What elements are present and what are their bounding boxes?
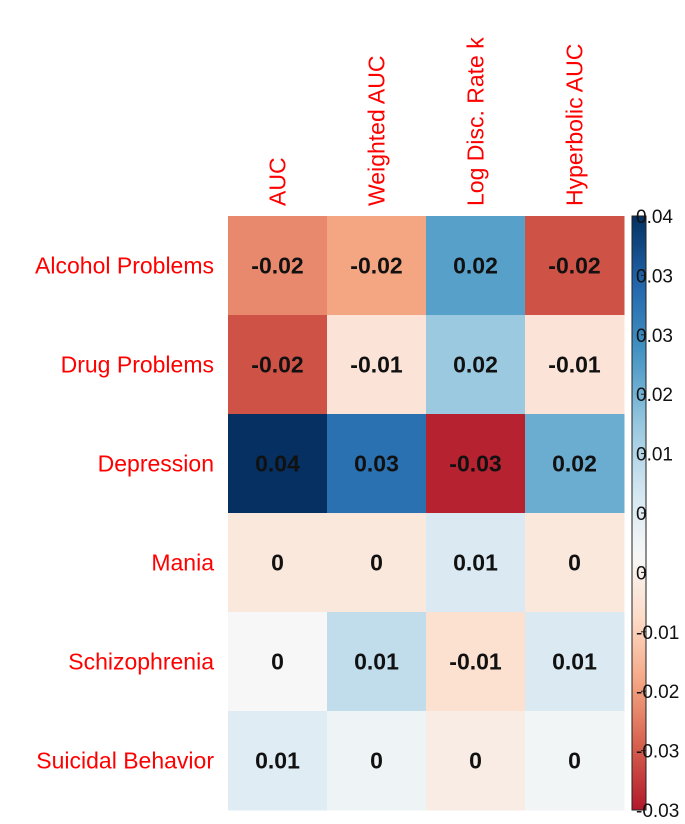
- heatmap-cell: [525, 513, 625, 613]
- colorbar-tick-label: 0: [636, 563, 647, 584]
- heatmap-cell: [426, 315, 526, 415]
- cell-value-label: -0.02: [548, 253, 600, 279]
- colorbar: 0.04 0.03 0.03 0.02 0.01 0 0 -0.01 -0.02 -0.03 -0.…: [631, 207, 679, 822]
- cell-value-label: -0.02: [350, 253, 402, 279]
- heatmap-cell: [327, 315, 427, 415]
- colorbar-tick-label: 0.03: [636, 266, 673, 287]
- cell-value-label: 0.04: [255, 451, 300, 477]
- heatmap-cell: [327, 513, 427, 613]
- cell-value-label: 0: [469, 748, 482, 774]
- cell-value-label: 0.02: [552, 451, 597, 477]
- column-label: Log Disc. Rate k: [463, 37, 489, 206]
- row-label: Depression: [98, 451, 214, 477]
- heatmap-cell: [327, 612, 427, 712]
- cell-value-label: 0.01: [453, 550, 498, 576]
- heatmap-cell: [525, 414, 625, 514]
- colorbar-tick-label: -0.03: [636, 801, 679, 822]
- heatmap-cell: [228, 315, 328, 415]
- heatmap-cell: [228, 612, 328, 712]
- cell-value-label: 0.03: [354, 451, 399, 477]
- column-label: AUC: [265, 157, 291, 206]
- cell-value-label: 0: [568, 550, 581, 576]
- cell-value-label: -0.02: [251, 352, 303, 378]
- heatmap-cell: [228, 216, 328, 316]
- cell-value-label: 0.02: [453, 253, 498, 279]
- colorbar-tick-label: -0.03: [636, 742, 679, 763]
- heatmap-cell: [525, 612, 625, 712]
- row-label: Mania: [151, 550, 214, 576]
- cell-value-label: -0.02: [251, 253, 303, 279]
- colorbar-tick-label: 0.04: [636, 207, 673, 228]
- cell-value-label: 0: [370, 550, 383, 576]
- cell-value-label: 0: [568, 748, 581, 774]
- heatmap-cells: [228, 216, 625, 811]
- cell-value-label: 0.01: [552, 649, 597, 675]
- cell-value-label: 0: [271, 649, 284, 675]
- cell-value-label: -0.03: [449, 451, 501, 477]
- heatmap-cell: [327, 711, 427, 811]
- column-label: Hyperbolic AUC: [562, 44, 588, 206]
- colorbar-tick-label: -0.01: [636, 623, 679, 644]
- cell-value-labels: -0.02 -0.02 0.02 -0.02 -0.02 -0.01 0.02 -0.01 0.…: [251, 253, 601, 774]
- heatmap-cell: [327, 414, 427, 514]
- cell-value-label: 0.01: [354, 649, 399, 675]
- cell-value-label: 0: [271, 550, 284, 576]
- heatmap-cell: [228, 513, 328, 613]
- heatmap-cell: [426, 612, 526, 712]
- colorbar-tick-label: 0.02: [636, 385, 673, 406]
- colorbar-tick-label: 0.03: [636, 326, 673, 347]
- heatmap-cell: [525, 216, 625, 316]
- cell-value-label: 0: [370, 748, 383, 774]
- row-label: Suicidal Behavior: [36, 748, 214, 774]
- row-labels: Alcohol Problems Drug Problems Depression M…: [35, 253, 214, 774]
- cell-value-label: -0.01: [350, 352, 403, 378]
- cell-value-label: -0.01: [548, 352, 601, 378]
- cell-value-label: 0.01: [255, 748, 300, 774]
- heatmap-cell: [525, 315, 625, 415]
- heatmap-cell: [426, 216, 526, 316]
- heatmap-cell: [228, 711, 328, 811]
- heatmap-cell: [426, 414, 526, 514]
- row-label: Schizophrenia: [68, 649, 214, 675]
- heatmap-cell: [525, 711, 625, 811]
- column-label: Weighted AUC: [364, 56, 390, 206]
- cell-value-label: 0.02: [453, 352, 498, 378]
- heatmap-cell: [228, 414, 328, 514]
- heatmap-cell: [426, 513, 526, 613]
- heatmap-cell: [327, 216, 427, 316]
- column-labels: AUC Weighted AUC Log Disc. Rate k Hyperboli…: [265, 37, 588, 206]
- row-label: Alcohol Problems: [35, 253, 214, 279]
- row-label: Drug Problems: [61, 352, 214, 378]
- colorbar-tick-label: -0.02: [636, 682, 679, 703]
- heatmap-cell: [426, 711, 526, 811]
- cell-value-label: -0.01: [449, 649, 502, 675]
- colorbar-tick-label: 0: [636, 504, 647, 525]
- colorbar-tick-label: 0.01: [636, 445, 673, 466]
